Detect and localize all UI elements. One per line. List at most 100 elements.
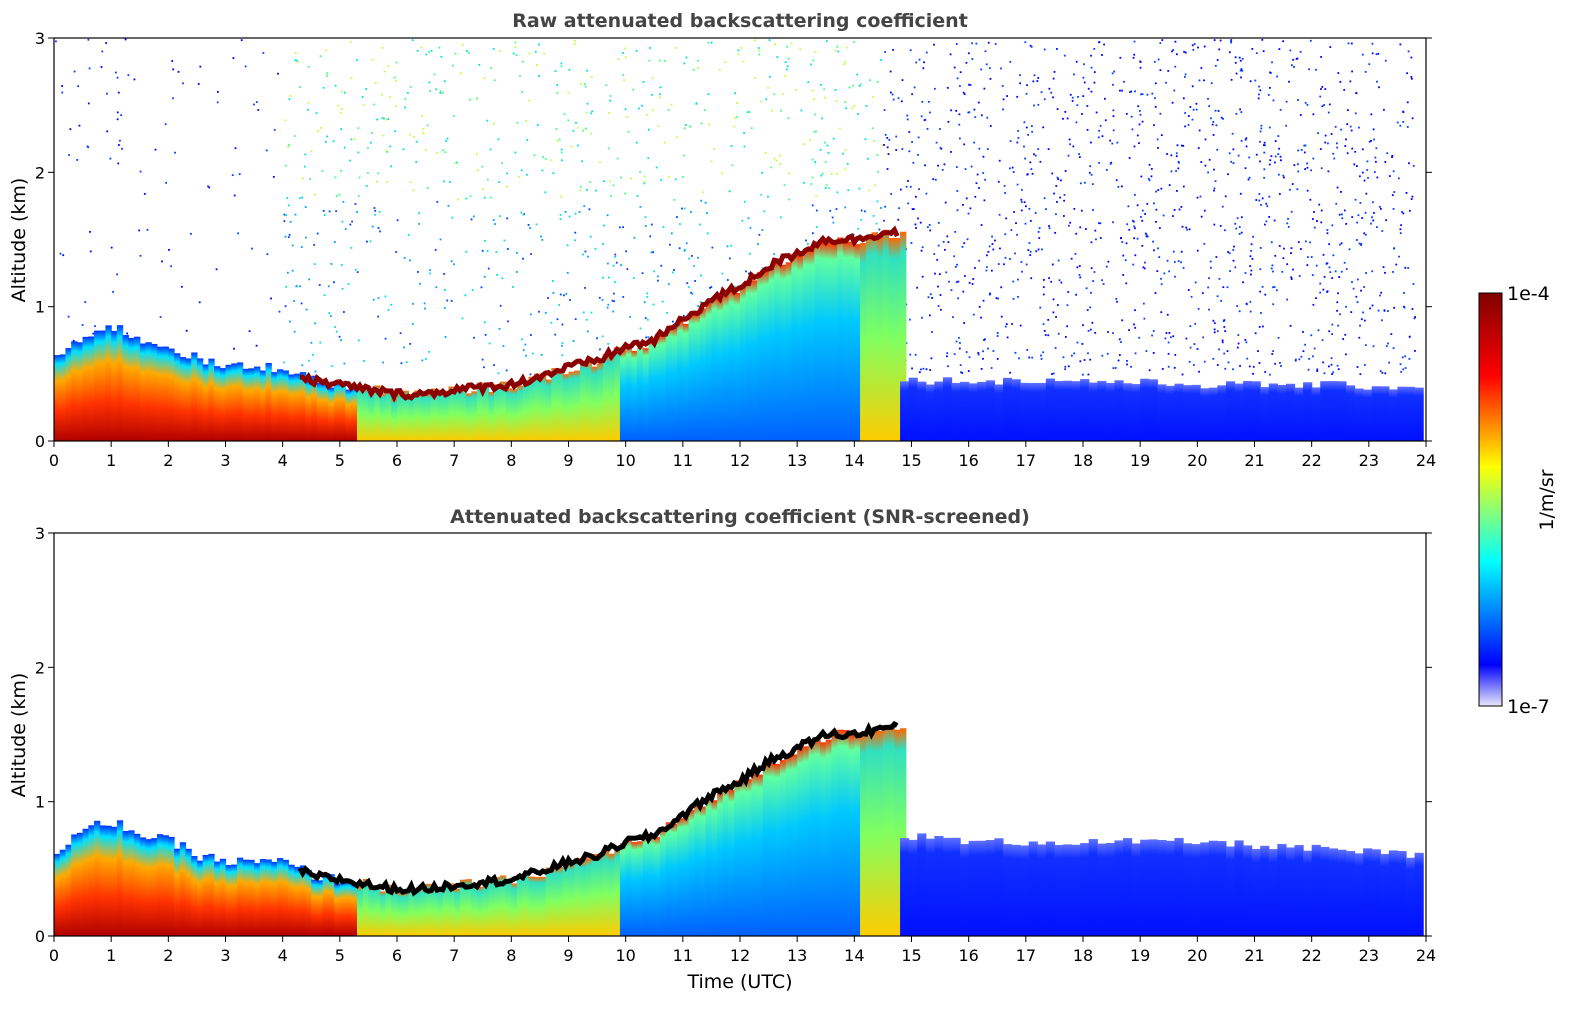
surface-layer-column	[1165, 840, 1176, 936]
noise-pixel	[1051, 172, 1054, 175]
surface-layer-column	[1268, 383, 1278, 441]
aerosol-column	[465, 393, 472, 441]
noise-pixel	[682, 154, 685, 157]
noise-pixel	[1268, 126, 1271, 129]
noise-pixel	[1211, 123, 1214, 126]
noise-pixel	[1158, 256, 1161, 258]
noise-pixel	[1388, 361, 1391, 364]
noise-pixel	[1232, 259, 1235, 262]
noise-pixel	[450, 260, 453, 263]
noise-pixel	[1087, 329, 1090, 332]
noise-pixel	[1399, 363, 1402, 366]
noise-pixel	[1133, 193, 1136, 196]
noise-pixel	[1360, 289, 1362, 292]
noise-pixel	[784, 75, 787, 78]
noise-pixel	[117, 144, 120, 146]
aerosol-column	[488, 392, 495, 441]
noise-pixel	[795, 88, 798, 91]
noise-pixel	[1257, 97, 1260, 100]
noise-pixel	[355, 268, 357, 271]
noise-pixel	[1212, 319, 1215, 322]
noise-pixel	[906, 118, 909, 121]
noise-pixel	[1402, 121, 1405, 123]
noise-pixel	[771, 109, 773, 112]
noise-pixel	[991, 235, 993, 238]
noise-pixel	[1122, 274, 1125, 276]
noise-pixel	[1059, 196, 1061, 199]
aerosol-column	[734, 780, 741, 936]
noise-pixel	[1153, 249, 1155, 252]
surface-layer-column	[1105, 382, 1116, 441]
x-tick-label: 17	[1016, 451, 1036, 470]
noise-pixel	[1263, 223, 1266, 226]
noise-pixel	[912, 208, 915, 210]
noise-pixel	[768, 39, 771, 42]
noise-pixel	[544, 311, 547, 314]
noise-pixel	[915, 61, 918, 64]
noise-pixel	[736, 102, 739, 105]
noise-pixel	[116, 76, 119, 79]
noise-pixel	[444, 151, 447, 154]
noise-pixel	[1089, 358, 1092, 361]
noise-pixel	[1227, 251, 1230, 253]
noise-pixel	[1399, 124, 1402, 127]
noise-pixel	[643, 181, 646, 183]
noise-pixel	[1175, 53, 1178, 56]
noise-pixel	[687, 286, 690, 289]
noise-pixel	[602, 276, 604, 279]
noise-pixel	[1410, 75, 1413, 78]
noise-pixel	[997, 263, 1000, 265]
noise-pixel	[1337, 292, 1339, 295]
noise-pixel	[754, 77, 757, 79]
noise-pixel	[1066, 325, 1069, 328]
noise-pixel	[591, 110, 594, 113]
aerosol-column	[105, 825, 112, 936]
noise-pixel	[1087, 87, 1090, 90]
noise-pixel	[995, 297, 998, 300]
noise-pixel	[335, 210, 338, 213]
noise-pixel	[472, 215, 475, 218]
noise-pixel	[1245, 145, 1248, 148]
x-tick-label: 14	[844, 946, 864, 965]
noise-pixel	[787, 117, 790, 120]
noise-pixel	[1133, 53, 1136, 56]
noise-pixel	[997, 180, 1000, 183]
noise-pixel	[1408, 162, 1410, 165]
noise-pixel	[1299, 114, 1302, 116]
noise-pixel	[356, 211, 358, 213]
noise-pixel	[740, 47, 743, 49]
noise-pixel	[1310, 169, 1313, 172]
noise-pixel	[1029, 44, 1032, 47]
noise-pixel	[371, 225, 374, 228]
noise-pixel	[811, 176, 814, 179]
noise-pixel	[660, 264, 663, 267]
y-axis-label: Altitude (km)	[8, 673, 30, 798]
noise-pixel	[1172, 49, 1175, 51]
plot-area	[54, 38, 1426, 441]
noise-pixel	[1171, 50, 1173, 53]
noise-pixel	[1294, 358, 1297, 361]
aerosol-column	[168, 836, 175, 936]
noise-pixel	[284, 119, 287, 122]
noise-pixel	[1070, 257, 1073, 260]
noise-pixel	[645, 336, 648, 339]
aerosol-column	[837, 729, 844, 936]
noise-pixel	[1293, 66, 1295, 68]
surface-layer-column	[1131, 384, 1141, 441]
aerosol-column	[557, 866, 564, 936]
noise-pixel	[455, 161, 458, 164]
noise-pixel	[1175, 152, 1178, 155]
noise-pixel	[1399, 232, 1402, 235]
noise-pixel	[1382, 108, 1385, 111]
noise-pixel	[1273, 219, 1276, 222]
noise-pixel	[1027, 249, 1030, 252]
x-tick-label: 4	[278, 946, 288, 965]
noise-pixel	[805, 239, 807, 242]
noise-pixel	[1393, 306, 1396, 309]
noise-pixel	[384, 295, 387, 298]
noise-pixel	[1075, 60, 1078, 63]
noise-pixel	[1232, 148, 1235, 151]
noise-pixel	[925, 51, 928, 54]
noise-pixel	[139, 170, 142, 173]
noise-pixel	[428, 350, 431, 353]
